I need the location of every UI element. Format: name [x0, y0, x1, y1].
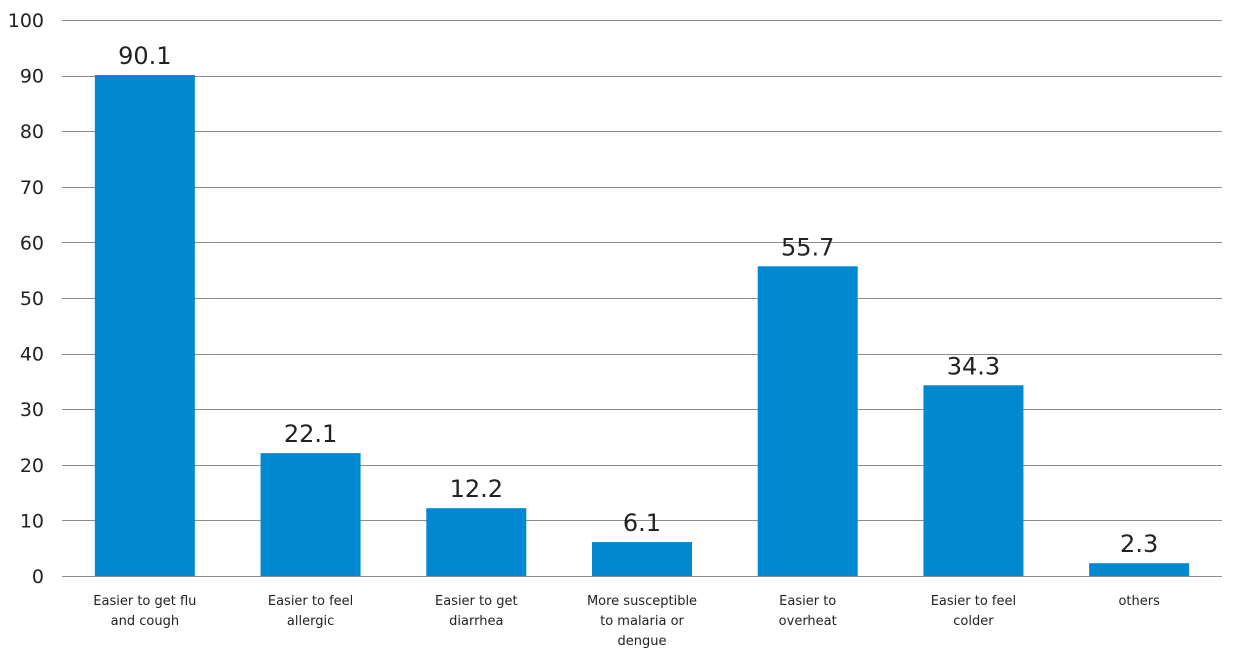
y-tick-label-90: 90	[20, 66, 44, 88]
gridlines	[62, 20, 1222, 577]
x-tick-label-1: Easier to get flu and cough	[93, 594, 196, 629]
y-tick-label-100: 100	[8, 10, 44, 32]
data-label-2: 22.1	[284, 420, 337, 448]
y-tick-label-20: 20	[20, 455, 44, 477]
y-tick-label-70: 70	[20, 177, 44, 199]
bar-4	[592, 542, 692, 576]
data-label-4: 6.1	[623, 509, 661, 537]
bar-2	[260, 453, 361, 576]
y-tick-label-30: 30	[20, 399, 44, 421]
y-tick-label-50: 50	[20, 288, 44, 310]
bar-5	[757, 266, 858, 576]
bar-7	[1089, 563, 1190, 576]
y-axis-ticks: 0 10 20 30 40 50 60 70 80 90 100	[8, 10, 44, 588]
x-tick-label-6: Easier to feel colder	[931, 594, 1016, 629]
y-tick-label-60: 60	[20, 232, 44, 254]
bar-1	[94, 75, 195, 576]
x-tick-label-4: More susceptible to malaria or dengue	[587, 594, 697, 649]
bar-6	[923, 385, 1024, 576]
data-label-5: 55.7	[781, 233, 834, 261]
data-label-1: 90.1	[118, 42, 171, 70]
y-tick-label-10: 10	[20, 510, 44, 532]
y-tick-label-80: 80	[20, 121, 44, 143]
x-tick-label-3: Easier to get diarrhea	[435, 594, 518, 629]
data-label-7: 2.3	[1120, 530, 1158, 558]
data-labels: 90.1 22.1 12.2 6.1 55.7 34.3 2.3	[118, 42, 1158, 558]
x-axis-labels: Easier to get flu and cough Easier to feel…	[93, 594, 1160, 649]
y-tick-label-0: 0	[32, 566, 44, 588]
x-tick-label-5: Easier to overheat	[779, 594, 837, 629]
bar-3	[426, 508, 527, 576]
x-tick-label-7: others	[1118, 594, 1160, 609]
bars	[94, 75, 1190, 576]
y-tick-label-40: 40	[20, 344, 44, 366]
data-label-3: 12.2	[450, 475, 503, 503]
data-label-6: 34.3	[947, 352, 1000, 380]
x-tick-label-2: Easier to feel allergic	[268, 594, 353, 629]
